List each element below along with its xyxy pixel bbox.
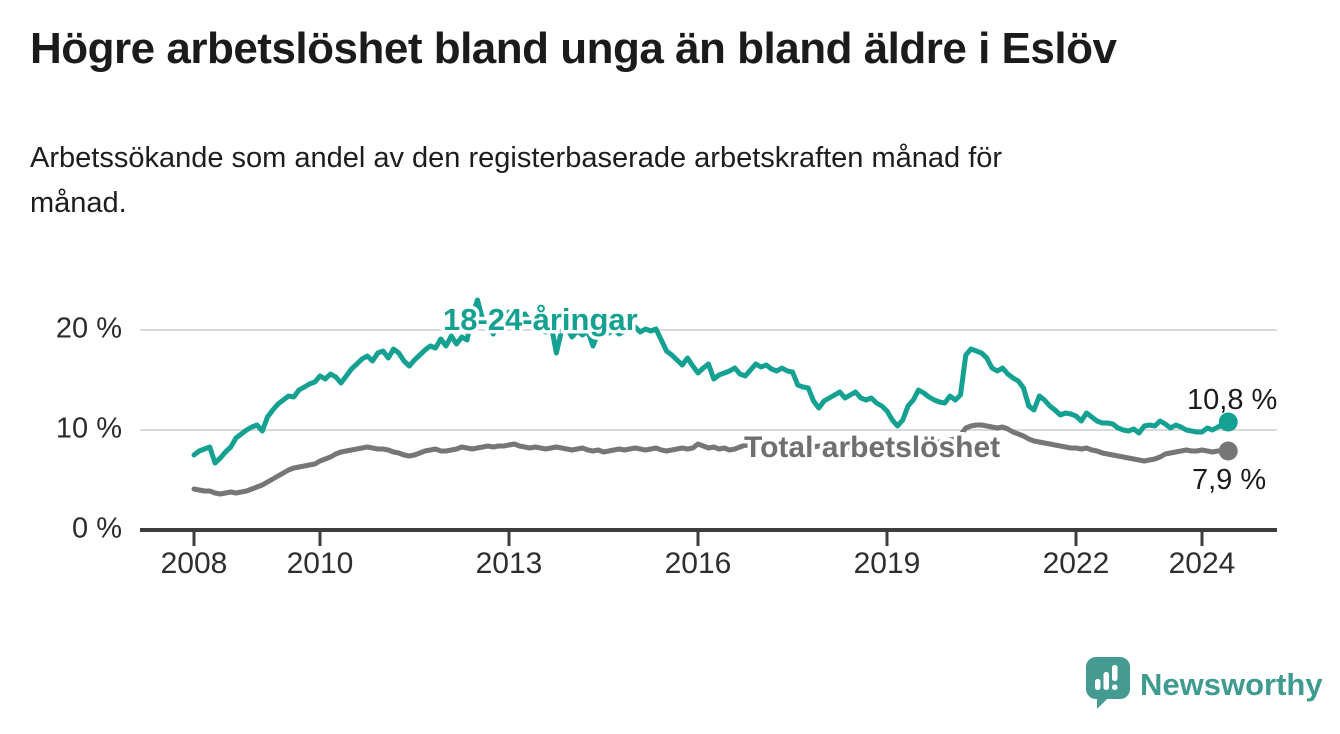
x-axis-label-2016: 2016 bbox=[665, 547, 732, 580]
x-axis-label-2019: 2019 bbox=[854, 547, 921, 580]
series-label-total: Total arbetslöshet bbox=[744, 431, 1000, 464]
x-axis-label-2010: 2010 bbox=[287, 547, 354, 580]
y-axis-label-10: 10 % bbox=[56, 413, 122, 445]
bar-medium bbox=[1103, 672, 1109, 690]
line-chart: 0 % 10 % 20 % 2008 2010 2013 2016 2019 2022 2024 T… bbox=[56, 297, 1277, 580]
chart-title: Högre arbetslöshet bland unga än bland ä… bbox=[30, 24, 1117, 73]
x-axis-label-2022: 2022 bbox=[1043, 547, 1110, 580]
end-dot-youth bbox=[1218, 412, 1238, 432]
bar-chart-speech-bubble-icon bbox=[1086, 657, 1130, 709]
brand-name: Newsworthy bbox=[1140, 666, 1323, 702]
newsworthy-logo: Newsworthy bbox=[1085, 656, 1323, 712]
series-line-total bbox=[191, 422, 1231, 497]
end-dot-total bbox=[1218, 441, 1238, 461]
x-axis-label-2013: 2013 bbox=[476, 547, 543, 580]
x-axis-label-2008: 2008 bbox=[161, 547, 228, 580]
chart-subtitle: Arbetssökande som andel av den registerb… bbox=[30, 142, 1003, 219]
end-value-label-total: 7,9 % bbox=[1192, 464, 1266, 496]
exclamation-bar bbox=[1112, 665, 1118, 681]
y-axis-label-20: 20 % bbox=[56, 313, 122, 345]
series-line-youth bbox=[191, 297, 1231, 466]
bar-small bbox=[1095, 679, 1101, 690]
x-axis-label-2024: 2024 bbox=[1169, 547, 1236, 580]
end-value-label-youth: 10,8 % bbox=[1187, 384, 1277, 416]
series-label-youth: 18-24-åringar bbox=[443, 302, 638, 337]
y-axis-label-0: 0 % bbox=[72, 513, 122, 545]
exclamation-dot bbox=[1112, 684, 1118, 690]
